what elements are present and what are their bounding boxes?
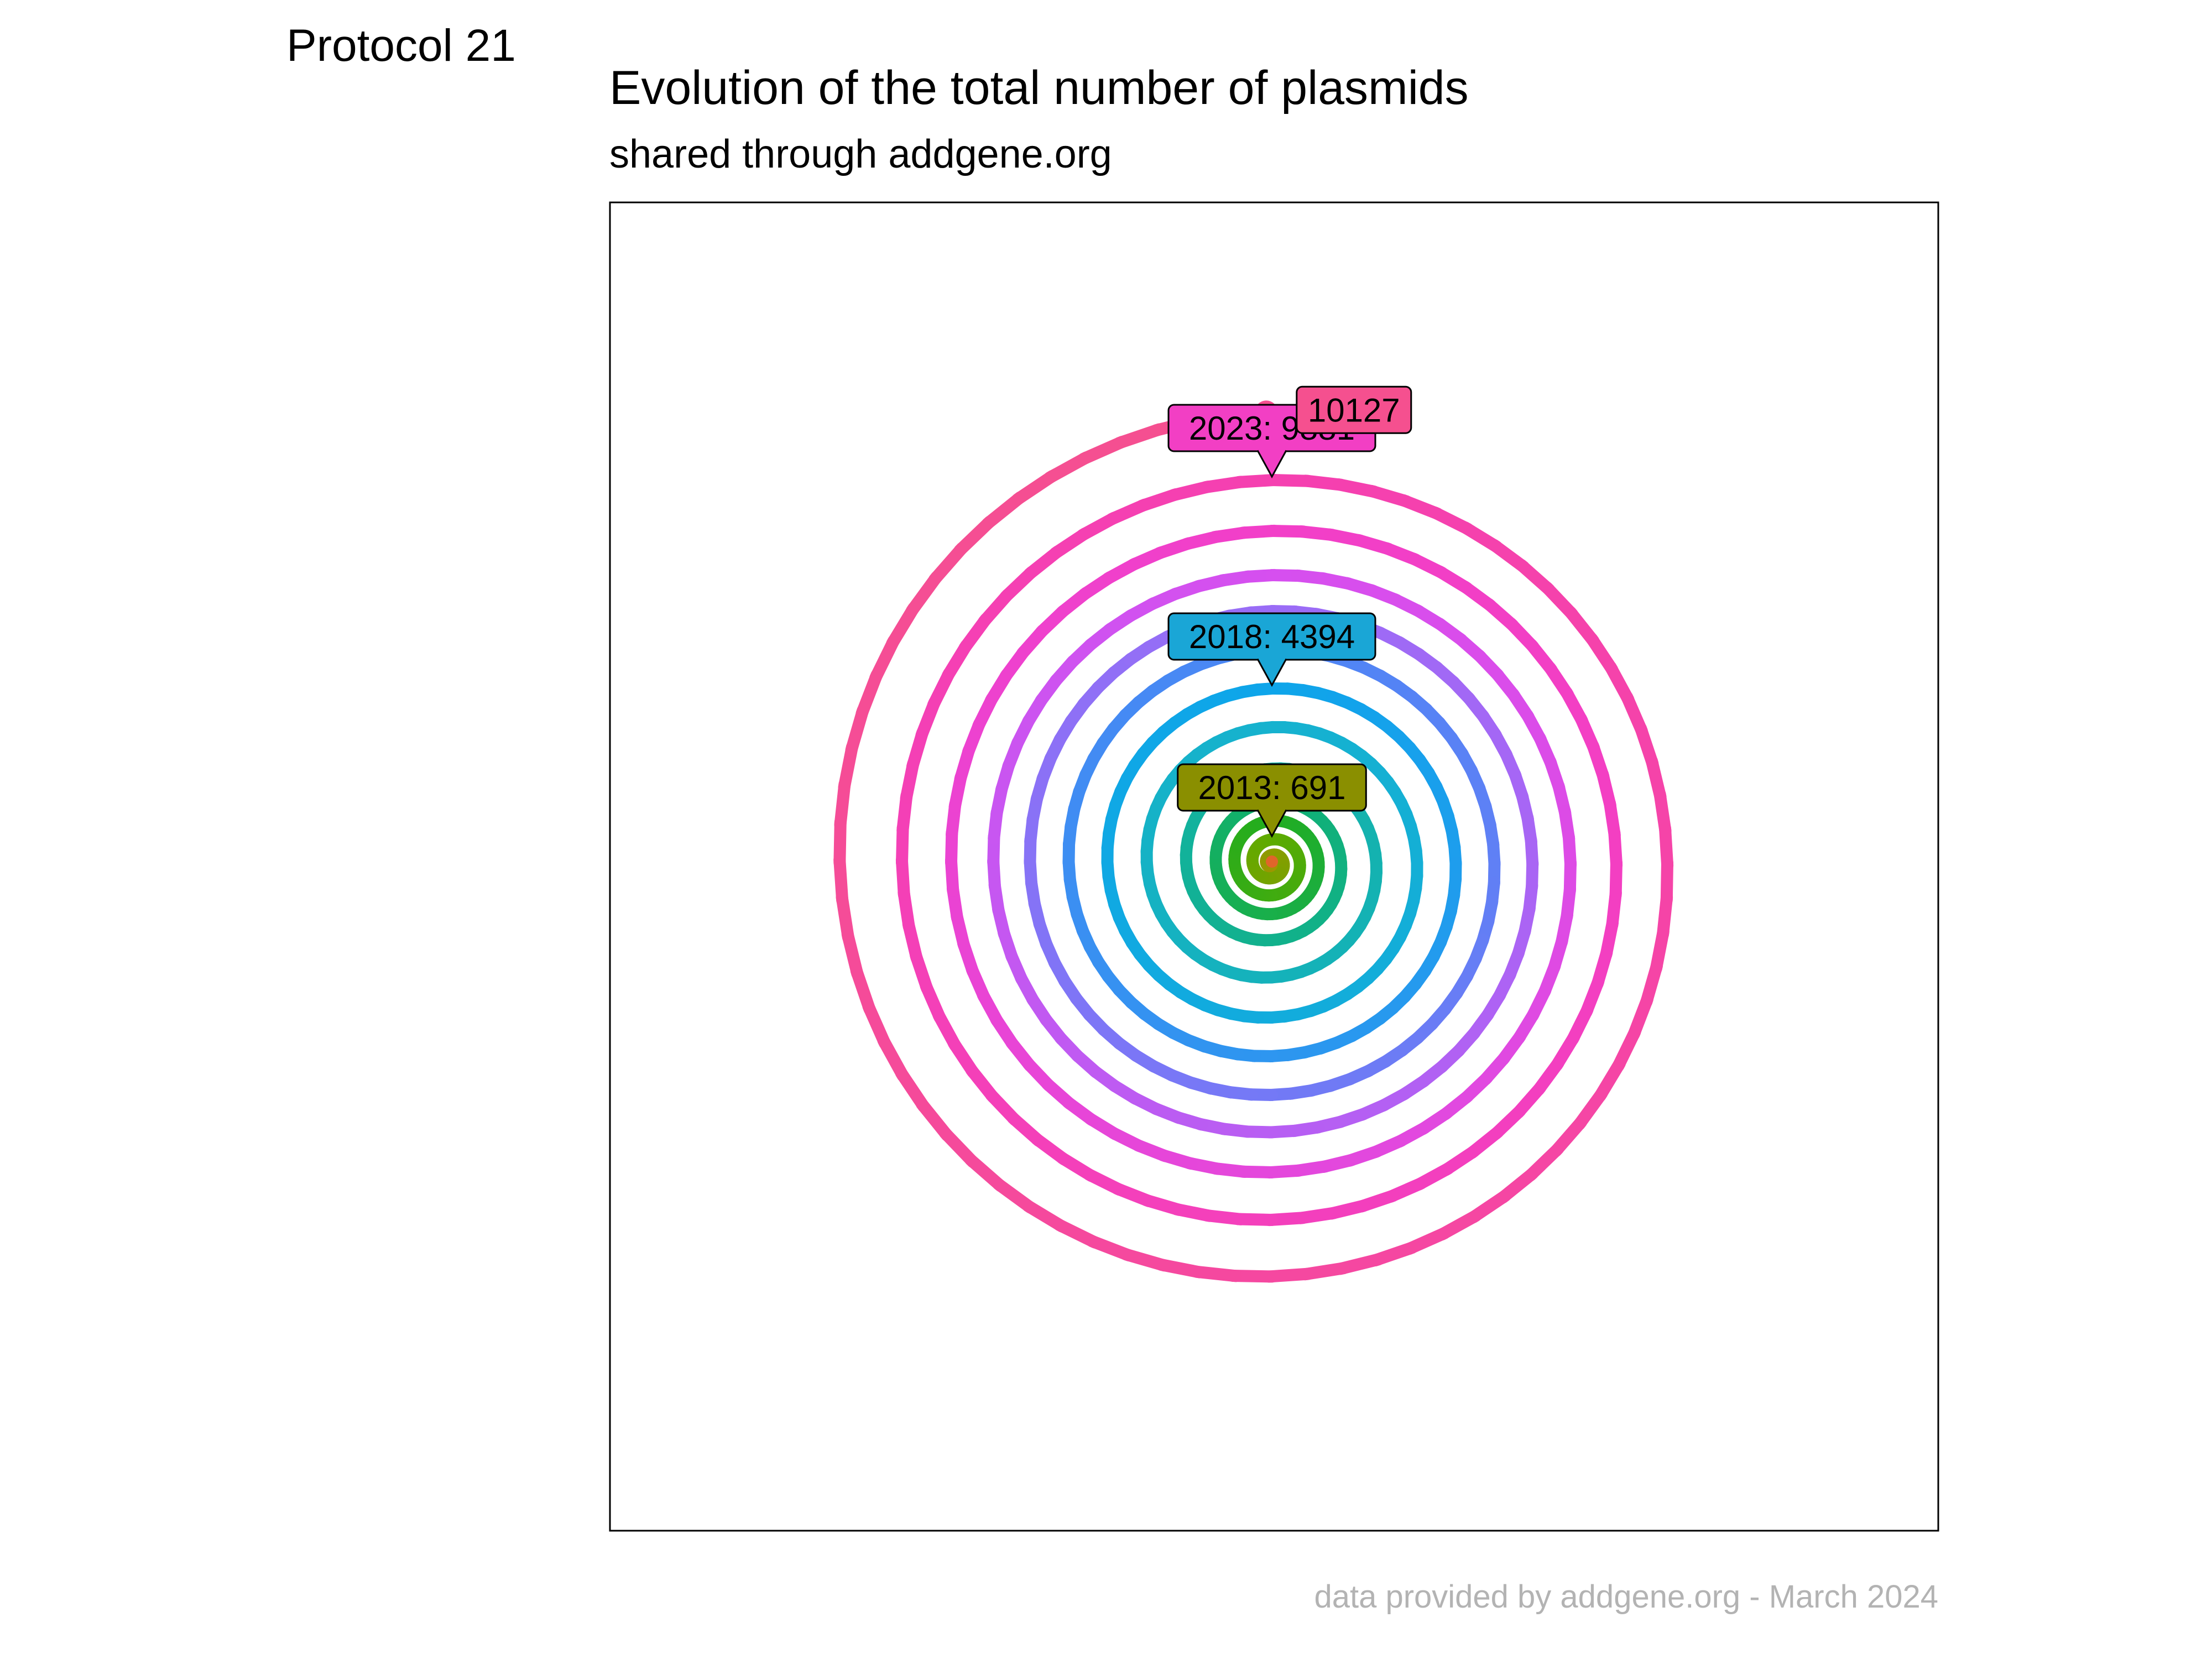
chart-title: Evolution of the total number of plasmid… — [609, 61, 1469, 114]
protocol-label: Protocol 21 — [286, 20, 516, 71]
end-value-box — [1296, 385, 1412, 434]
annotation-pointer — [1256, 809, 1287, 838]
annotation-label: 2018: 4394 — [1189, 618, 1355, 655]
annotation-pointer — [1256, 658, 1287, 687]
annotation-pointer — [1256, 450, 1287, 479]
spiral-layer — [833, 400, 1674, 1283]
annotation-label: 2013: 691 — [1198, 769, 1346, 806]
chart-subtitle: shared through addgene.org — [609, 132, 1112, 176]
plot-frame — [609, 201, 1939, 1532]
data-caption: data provided by addgene.org - March 202… — [1314, 1579, 1938, 1615]
end-value-callout: 10127 — [1296, 385, 1412, 434]
annotation-callout: 2018: 4394 — [1167, 612, 1376, 687]
annotation-callout: 2013: 691 — [1177, 763, 1367, 838]
spiral-start-point — [1266, 855, 1278, 868]
end-value-label: 10127 — [1308, 392, 1400, 429]
